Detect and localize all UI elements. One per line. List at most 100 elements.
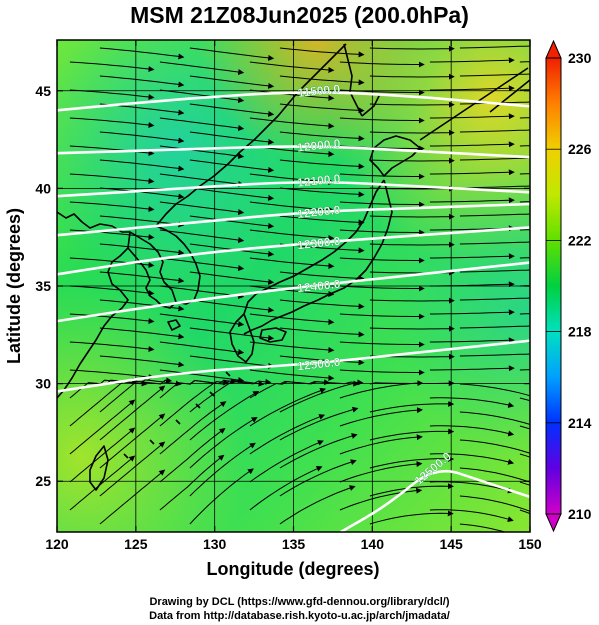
x-tick-label: 150 (518, 536, 542, 552)
streamline (339, 257, 425, 264)
streamline (339, 407, 423, 427)
streamline (99, 327, 185, 340)
y-tick-label: 25 (35, 473, 51, 489)
streamline (369, 241, 455, 248)
streamline (550, 48, 599, 49)
streamline (69, 257, 155, 268)
x-tick-label: 120 (45, 536, 69, 552)
streamline (369, 400, 455, 413)
streamline (159, 428, 226, 483)
colorbar-tick-label: 226 (568, 141, 592, 157)
streamline (69, 369, 155, 380)
streamline (189, 416, 258, 469)
streamline (429, 425, 515, 437)
streamline (459, 411, 530, 425)
streamline (429, 57, 515, 64)
contour-line (57, 339, 530, 393)
streamline (189, 379, 265, 413)
streamline (69, 455, 136, 511)
streamline (369, 101, 455, 108)
contour-line (57, 202, 530, 237)
streamline (429, 397, 515, 408)
streamline (189, 391, 260, 441)
streamline (99, 47, 185, 60)
streamline (99, 413, 166, 469)
streamline (339, 173, 425, 180)
streamline (159, 173, 245, 188)
contour-line (340, 469, 530, 532)
contour-label: 12200.0 (297, 203, 342, 221)
contour-label: 12000.0 (297, 136, 342, 154)
streamline (249, 117, 335, 129)
streamline (369, 510, 454, 525)
colorbar-min-arrow (545, 513, 562, 533)
streamline (429, 453, 515, 465)
contour-label: 12400.0 (297, 277, 342, 295)
streamline (339, 487, 423, 511)
streamline (429, 481, 514, 494)
x-axis-label: Longitude (degrees) (206, 559, 379, 579)
streamline (339, 434, 423, 455)
colorbar-tick-label: 218 (568, 324, 592, 340)
x-tick-label: 145 (439, 536, 463, 552)
streamline (279, 485, 356, 525)
streamline (339, 461, 423, 483)
streamline (99, 75, 185, 88)
streamline (99, 385, 166, 441)
streamline (249, 341, 335, 353)
contour-line (57, 145, 530, 159)
streamline (369, 157, 455, 164)
y-tick-label: 40 (35, 180, 51, 196)
streamline (339, 61, 425, 68)
streamline (369, 325, 455, 332)
y-tick-label: 35 (35, 278, 51, 294)
streamline (339, 341, 425, 348)
streamline (279, 459, 357, 497)
contour-label: 11500.0 (297, 82, 341, 100)
y-tick-label: 30 (35, 376, 51, 392)
streamline (249, 89, 335, 101)
contour-label: 12500.0 (297, 355, 342, 373)
streamline (459, 439, 530, 454)
streamline (369, 455, 455, 469)
streamline (369, 213, 455, 220)
contour-label: 12300.0 (297, 234, 342, 252)
streamline (429, 113, 515, 120)
streamline (429, 509, 514, 522)
streamline (99, 441, 166, 497)
x-tick-label: 125 (124, 536, 148, 552)
y-axis: 25 30 35 40 45 (35, 83, 530, 489)
streamline (339, 201, 425, 208)
streamline (429, 309, 515, 316)
streamline (159, 401, 227, 455)
contour-line (57, 261, 530, 323)
colorbar-tick-label: 210 (568, 506, 592, 522)
streamline (159, 201, 245, 216)
streamline (429, 365, 515, 372)
streamline (459, 383, 530, 397)
colorbar-scale (545, 57, 562, 515)
y-tick-label: 45 (35, 83, 51, 99)
streamline (249, 313, 335, 325)
y-axis-label: Latitude (degrees) (4, 208, 24, 364)
streamline (189, 103, 275, 117)
streamline (279, 380, 360, 413)
streamline (429, 85, 515, 92)
streamline (369, 297, 455, 304)
streamline (429, 253, 515, 260)
streamline (249, 201, 335, 213)
colorbar-tick-label: 222 (568, 232, 592, 248)
streamline (429, 337, 515, 344)
streamline (369, 129, 455, 136)
streamline (249, 229, 335, 241)
streamline (99, 131, 185, 144)
streamline (459, 523, 507, 532)
streamline (249, 414, 326, 455)
streamline (159, 454, 225, 511)
streamline (69, 61, 155, 72)
streamline (339, 229, 425, 236)
streamline (369, 45, 455, 52)
contour-line (57, 226, 530, 276)
streamline (249, 61, 335, 73)
streamline (99, 243, 185, 256)
